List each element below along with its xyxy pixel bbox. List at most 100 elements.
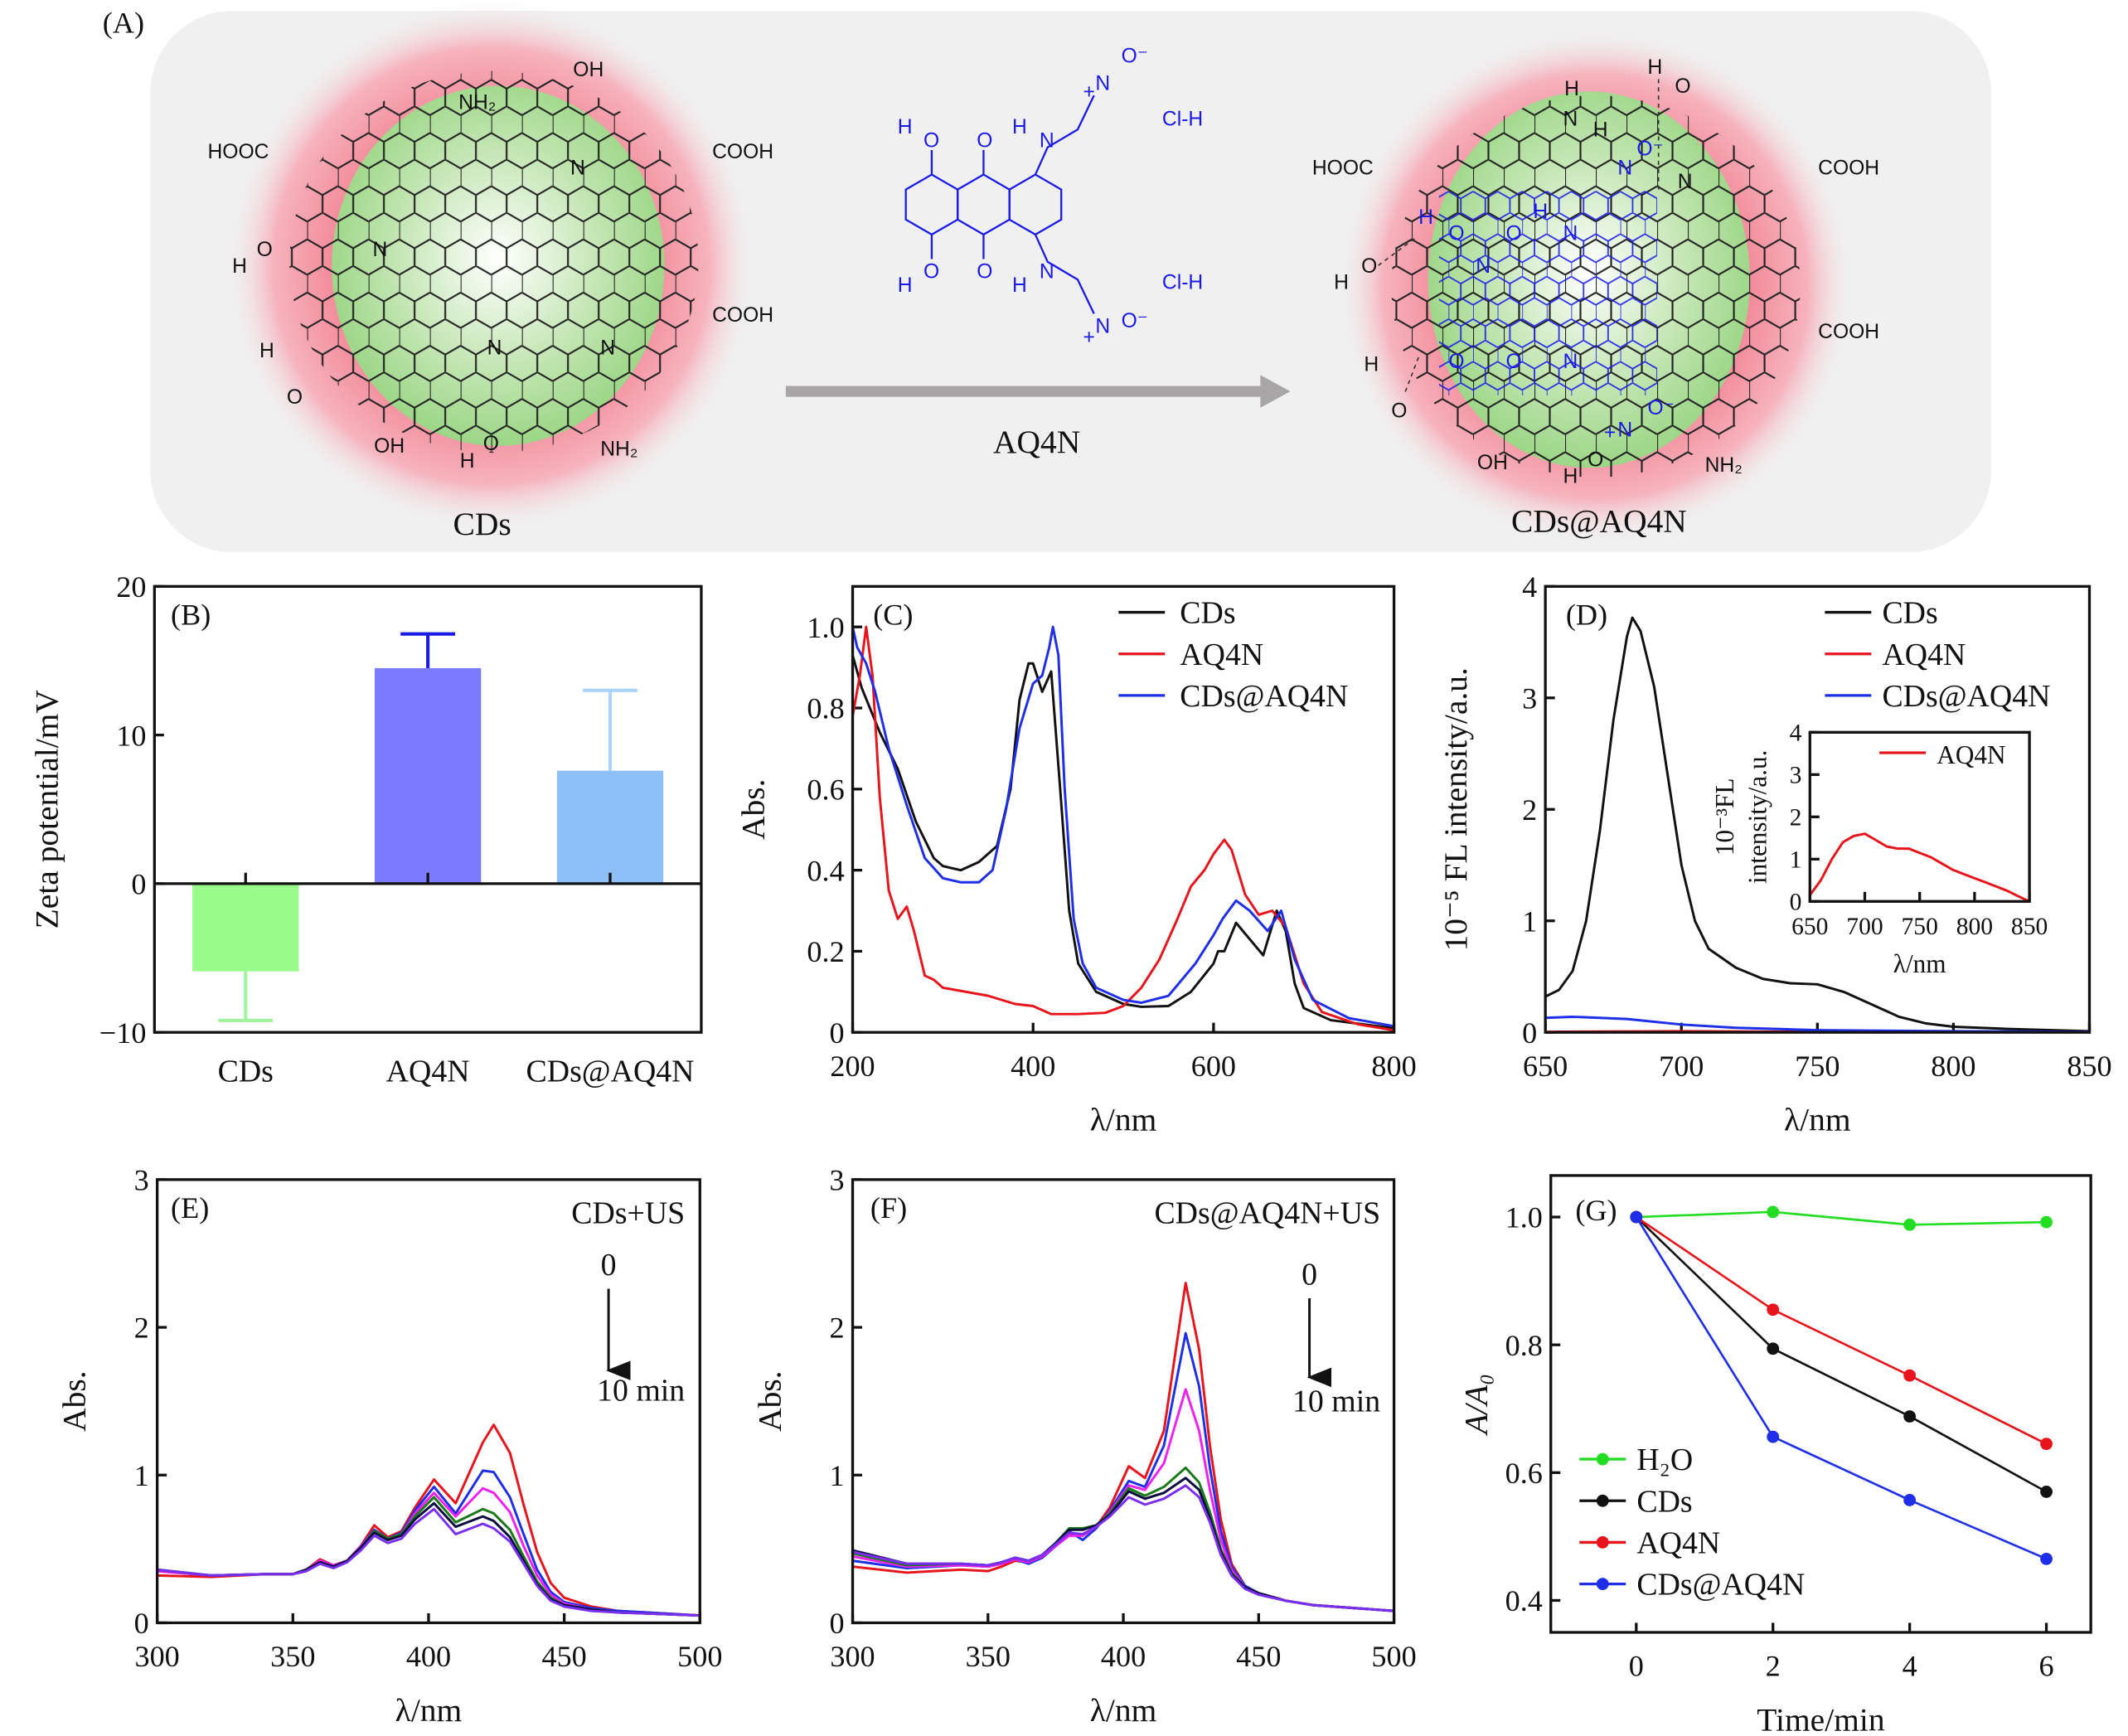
x-tick-label: 0 (1629, 1650, 1644, 1683)
y-tick-label: 3 (1522, 681, 1537, 715)
category-label: CDs (218, 1054, 274, 1089)
data-point (1903, 1369, 1917, 1382)
plot-frame (155, 1178, 701, 1625)
atom-label: O⁻ (1122, 46, 1148, 68)
y-tick-label: 1 (830, 1459, 845, 1492)
series-line-0 (157, 1423, 700, 1617)
chart-g: 0.4 0.6 0.8 1.0 0 2 4 6 Time/min H₂O CDs AQ4N CDs@AQ… (1457, 1174, 2092, 1736)
drug-label: O (1505, 223, 1521, 245)
y-tick-label: 0 (1790, 890, 1802, 916)
x-axis-label: λ/nm (395, 1692, 463, 1729)
y-tick-label: 2 (134, 1312, 149, 1345)
bar-aq4n (374, 667, 482, 884)
time-end-label: 10 min (597, 1373, 685, 1408)
reaction-arrow: AQ4N (785, 375, 1291, 460)
x-tick-label: 350 (270, 1640, 315, 1673)
x-axis-label: Time/min (1757, 1701, 1885, 1736)
drug-label: O⁻ (1636, 138, 1663, 161)
y-tick-label: −10 (99, 1016, 147, 1050)
x-tick-label: 750 (1902, 914, 1938, 940)
y-tick-label: 1.0 (1505, 1201, 1543, 1234)
plot-frame (1544, 584, 2092, 1034)
group-label: NH₂ (600, 438, 637, 460)
panel-a-label: (A) (103, 6, 144, 39)
group-label: H (1593, 119, 1608, 141)
legend-marker (1596, 1536, 1609, 1549)
drug-label: N (1476, 255, 1491, 278)
atom-label: H (898, 116, 913, 138)
drug-label: N (1617, 419, 1632, 441)
cds-label: CDs (453, 506, 511, 542)
group-label: N (373, 239, 388, 261)
time-start-label: 0 (601, 1248, 617, 1283)
x-tick-label: 500 (677, 1640, 722, 1673)
atom-label: O (923, 130, 939, 153)
group-label: NH₂ (458, 92, 496, 114)
category-label: AQ4N (386, 1054, 470, 1089)
y-axis-label: Abs. (56, 1370, 92, 1431)
y-tick-label: 0.8 (1505, 1329, 1543, 1362)
data-point (1903, 1410, 1917, 1423)
y-tick-label: 2 (830, 1312, 845, 1345)
y-axis-label: Abs. (751, 1370, 788, 1431)
x-axis-label: λ/nm (1090, 1692, 1157, 1729)
legend-label: CDs@AQ4N (1636, 1568, 1805, 1603)
time-start-label: 0 (1302, 1258, 1317, 1292)
atom-label: O (923, 261, 939, 284)
aq4n-bonds (930, 95, 1095, 314)
y-tick-label: 3 (830, 1164, 845, 1197)
legend-marker (1596, 1494, 1609, 1507)
x-axis-label: λ/nm (1784, 1102, 1851, 1138)
drug-label: N (1617, 158, 1632, 180)
x-tick-label: 400 (1011, 1050, 1055, 1083)
panel-label: (D) (1566, 598, 1607, 631)
drug-label: O (1505, 351, 1521, 373)
y-tick-label: 0.8 (807, 692, 844, 725)
chart-b: −10 0 10 20 CDs AQ4N CDs@AQ4N Zeta potential/mV… (29, 570, 703, 1089)
drug-label: H (1533, 201, 1548, 223)
bar-cds (192, 883, 299, 972)
group-label: N (600, 337, 615, 360)
x-tick-label: 800 (1931, 1050, 1975, 1083)
y-tick-label: 1 (1522, 904, 1537, 938)
y-tick-label: 0 (830, 1607, 845, 1640)
group-label: H (1563, 465, 1578, 487)
group-label: N (1563, 108, 1578, 130)
group-label: COOH (1818, 158, 1879, 180)
arrow-head-icon (1260, 375, 1291, 408)
y-tick-label: 0.4 (1505, 1584, 1543, 1617)
condition-label: CDs+US (571, 1196, 685, 1231)
x-tick-label: 500 (1371, 1640, 1416, 1673)
group-label: COOH (1818, 321, 1879, 343)
legend-label: CDs@AQ4N (1180, 679, 1348, 714)
y-tick-label: 0 (131, 868, 146, 901)
data-point (2040, 1486, 2053, 1498)
condition-label: CDs@AQ4N+US (1154, 1196, 1380, 1231)
x-tick-label: 650 (1523, 1050, 1568, 1083)
legend-label: CDs (1882, 596, 1937, 631)
group-label: N (1678, 171, 1693, 193)
legend-label: CDs (1636, 1484, 1692, 1519)
y-axis-label: 10⁻⁵ FL intensity/a.u. (1437, 667, 1474, 951)
series-line-5 (852, 1484, 1394, 1612)
series-line-aq4n (851, 625, 1394, 1032)
series-line-0 (852, 1282, 1394, 1612)
x-tick-label: 400 (406, 1640, 451, 1673)
atom-label: O (977, 130, 992, 153)
group-label: HOOC (207, 141, 269, 163)
group-label: COOH (712, 304, 773, 327)
y-tick-label: 0.4 (807, 854, 844, 887)
y-tick-label: 3 (134, 1164, 149, 1197)
data-point (1903, 1494, 1917, 1506)
series-line-cds (1635, 1216, 2048, 1493)
atom-label: H (898, 274, 913, 297)
x-tick-label: 400 (1101, 1640, 1146, 1673)
product-label: CDs@AQ4N (1511, 503, 1687, 540)
y-tick-label: 0 (1522, 1016, 1537, 1050)
reagent-label: AQ4N (993, 424, 1080, 460)
series-line-cds-aq4n (851, 625, 1394, 1028)
y-tick-label: 20 (116, 570, 146, 604)
x-tick-label: 650 (1791, 914, 1828, 940)
panel-label: (E) (171, 1191, 209, 1224)
